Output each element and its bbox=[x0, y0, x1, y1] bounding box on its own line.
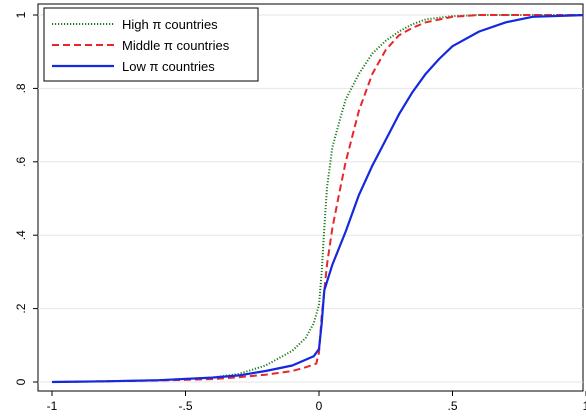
legend-label-1: Middle π countries bbox=[122, 38, 230, 53]
y-tick-label-0: 0 bbox=[14, 378, 28, 385]
series-line-0 bbox=[51, 14, 583, 383]
x-tick-label-3: .5 bbox=[447, 399, 457, 413]
y-tick-label-4: .8 bbox=[14, 83, 28, 93]
series-line-1 bbox=[51, 14, 583, 383]
y-tick-label-5: 1 bbox=[14, 11, 28, 18]
legend-label-2: Low π countries bbox=[122, 59, 215, 74]
series-line-2 bbox=[51, 14, 583, 384]
x-tick-label-1: -.5 bbox=[178, 399, 192, 413]
y-tick-label-3: .6 bbox=[14, 156, 28, 166]
legend-label-0: High π countries bbox=[122, 17, 218, 32]
y-tick-label-2: .4 bbox=[14, 230, 28, 240]
y-tick-label-1: .2 bbox=[14, 303, 28, 313]
x-tick-label-0: -1 bbox=[47, 399, 58, 413]
x-tick-label-2: 0 bbox=[316, 399, 323, 413]
x-tick-label-4: 1 bbox=[583, 399, 586, 413]
